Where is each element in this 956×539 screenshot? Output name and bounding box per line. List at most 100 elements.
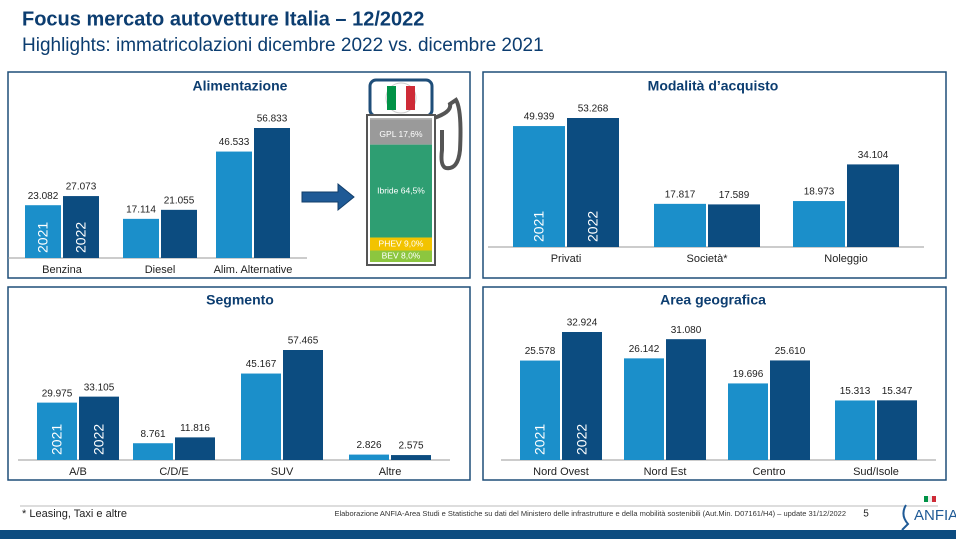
segment [370,237,432,251]
bar [513,126,565,247]
value-label: 19.696 [733,369,764,380]
value-label: 25.610 [775,346,806,357]
value-label: 45.167 [246,359,277,370]
value-label: 56.833 [257,114,288,125]
bar [567,118,619,247]
value-label: 33.105 [84,382,115,393]
bar [520,360,560,460]
segment-label: BEV 8,0% [382,250,421,260]
bar [877,400,917,460]
page-number: 5 [863,509,869,520]
value-label: 18.973 [804,187,835,198]
chart-title: Area geografica [660,292,766,308]
logo-flag [924,496,928,502]
bar [624,358,664,460]
series-label: 2022 [91,424,107,455]
series-label: 2022 [73,222,89,253]
bar [79,396,119,460]
value-label: 8.761 [140,429,165,440]
bar [175,437,215,460]
bar [133,443,173,460]
x-tick-label: Benzina [42,264,83,276]
bar [770,360,810,460]
bar [241,373,281,460]
chart-title: Segmento [206,292,274,308]
value-label: 25.578 [525,346,556,357]
series-label: 2021 [49,424,65,455]
arrow [301,182,355,212]
x-tick-label: Nord Ovest [533,466,589,478]
bar [793,201,845,247]
value-label: 49.939 [524,112,555,123]
bar [847,164,899,247]
bar [25,205,61,258]
value-label: 23.082 [28,191,59,202]
bar [562,332,602,460]
panel [482,286,947,481]
value-label: 27.073 [66,182,97,193]
segment [370,119,432,145]
value-label: 2.826 [356,440,381,451]
flag-red [406,86,415,110]
bar [283,350,323,460]
value-label: 46.533 [219,137,250,148]
value-label: 32.924 [567,318,598,329]
value-label: 2.575 [398,441,423,452]
bar [835,400,875,460]
value-label: 26.142 [629,344,660,355]
x-tick-label: Alim. Alternative [214,264,293,276]
value-label: 29.975 [42,388,73,399]
slide-title: Focus mercato autovetture Italia – 12/20… [22,8,424,30]
x-tick-label: SUV [271,466,294,478]
series-label: 2021 [532,424,548,455]
series-label: 2021 [531,211,547,242]
logo-mark [901,504,910,531]
x-tick-label: Noleggio [824,253,867,265]
x-tick-label: A/B [69,466,87,478]
chart-title: Modalità d’acquisto [648,78,779,94]
bar [37,402,77,460]
bar [708,204,760,247]
value-label: 31.080 [671,325,702,336]
x-tick-label: Società* [687,253,729,265]
segment [370,118,432,120]
panel [482,71,947,279]
bar [254,128,290,258]
bar [391,455,431,460]
x-tick-label: Sud/Isole [853,466,899,478]
footer-source: Elaborazione ANFIA-Area Studi e Statisti… [334,509,846,518]
segment-label: PHEV 9,0% [379,238,424,248]
value-label: 15.347 [882,386,913,397]
flag-green [387,86,396,110]
bar [728,383,768,460]
segment [370,144,432,238]
logo-flag [932,496,936,502]
footer-note: * Leasing, Taxi e altre [22,508,127,520]
x-tick-label: Nord Est [644,466,687,478]
bar [216,151,252,258]
value-label: 21.055 [164,195,195,206]
panel [7,286,471,481]
x-tick-label: Diesel [145,264,176,276]
panel [7,71,471,279]
value-label: 17.817 [665,189,696,200]
slide-subtitle: Highlights: immatricolazioni dicembre 20… [22,35,544,56]
pump-hose [433,97,463,171]
logo: ANFIA [914,507,956,524]
bar [123,218,159,258]
x-tick-label: C/D/E [159,466,188,478]
bar [161,209,197,258]
chart-title: Alimentazione [193,78,288,94]
series-label: 2021 [35,222,51,253]
footer-band [0,530,956,539]
segment [370,250,432,262]
bar [63,196,99,258]
x-tick-label: Centro [752,466,785,478]
value-label: 57.465 [288,336,319,347]
bar [666,339,706,460]
value-label: 53.268 [578,104,609,115]
segment-label: Ibride 64,5% [377,185,425,195]
x-tick-label: Altre [379,466,402,478]
logo-flag [928,496,932,502]
